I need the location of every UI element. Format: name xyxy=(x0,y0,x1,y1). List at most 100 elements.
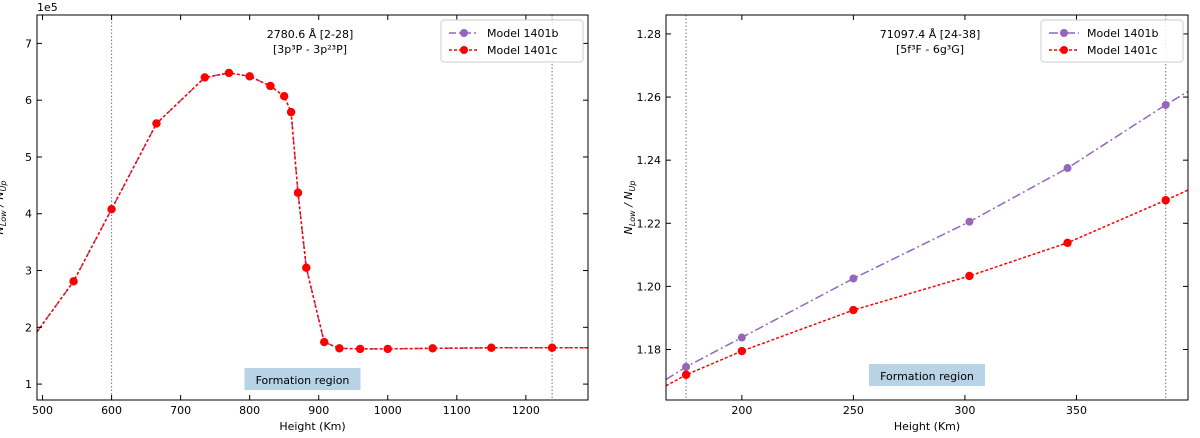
series-model-1401b xyxy=(37,68,588,353)
x-tick-label: 800 xyxy=(239,404,260,417)
x-tick-label: 1100 xyxy=(443,404,471,417)
legend-frame xyxy=(440,19,584,63)
y-tick-label: 2 xyxy=(25,321,32,334)
data-point xyxy=(293,188,303,197)
x-tick-label: 350 xyxy=(1066,404,1087,417)
x-tick-label: 500 xyxy=(32,404,53,417)
x-axis-label: Height (Km) xyxy=(894,420,960,433)
line-annotation-wavelength: 2780.6 Å [2-28] xyxy=(267,28,354,41)
legend-label: Model 1401c xyxy=(487,44,558,57)
x-tick-label: 250 xyxy=(843,404,864,417)
x-tick-label: 700 xyxy=(170,404,191,417)
series-model-1401c xyxy=(37,68,588,354)
y-tick-label: 1.24 xyxy=(637,154,662,167)
legend: Model 1401b Model 1401c xyxy=(1040,19,1184,63)
data-point xyxy=(1063,238,1072,248)
y-axis-label-subscript: Low xyxy=(628,210,637,226)
y-axis-label-subscript: Up xyxy=(0,180,8,191)
data-point xyxy=(1063,164,1072,173)
data-point xyxy=(965,217,974,226)
data-point xyxy=(849,274,858,283)
y-axis-label-part: N xyxy=(622,226,635,234)
y-tick-label: 1.20 xyxy=(637,280,662,293)
data-point xyxy=(69,277,78,286)
series-line xyxy=(666,189,1188,387)
data-point xyxy=(428,344,437,353)
series-line xyxy=(666,90,1188,381)
data-point xyxy=(335,344,344,353)
data-point xyxy=(320,337,329,347)
chart-panel-2: Formation region 200 250 300 350 1.18 1.20 1.22… xyxy=(622,14,1189,433)
x-tick-label: 900 xyxy=(308,404,329,417)
legend-label: Model 1401c xyxy=(1087,44,1158,57)
data-point xyxy=(107,205,116,214)
legend-marker xyxy=(1060,46,1068,54)
data-point xyxy=(737,346,747,356)
y-axis-label-part: N xyxy=(0,226,6,234)
formation-region-label: Formation region xyxy=(256,374,350,387)
x-tick-label: 1200 xyxy=(512,404,540,417)
data-point xyxy=(152,119,161,128)
y-tick-label: 3 xyxy=(25,265,32,278)
legend-marker xyxy=(1060,29,1068,37)
series-line xyxy=(37,72,588,350)
line-annotation-transition: [3p³P - 3p²³P] xyxy=(273,43,347,56)
data-point xyxy=(200,73,209,82)
x-tick-label: 200 xyxy=(731,404,752,417)
y-tick-label: 1.28 xyxy=(637,28,662,41)
y-tick-label: 1.22 xyxy=(637,217,662,230)
x-axis-label: Height (Km) xyxy=(279,420,345,433)
axis-offset-label: 1e5 xyxy=(37,1,58,14)
y-tick-label: 1 xyxy=(25,378,32,391)
y-tick-label: 1.26 xyxy=(637,91,662,104)
legend-label: Model 1401b xyxy=(487,27,559,40)
data-point xyxy=(355,344,365,354)
data-point xyxy=(965,271,974,281)
data-point xyxy=(1161,196,1170,205)
data-point xyxy=(849,305,858,315)
x-tick-label: 1000 xyxy=(374,404,402,417)
y-axis-label: NLow / NUp xyxy=(0,180,8,234)
data-point xyxy=(1161,100,1170,109)
x-tick-label: 600 xyxy=(101,404,122,417)
y-tick-label: 1.18 xyxy=(637,344,662,357)
data-point xyxy=(302,263,311,272)
legend: Model 1401b Model 1401c xyxy=(440,19,584,63)
y-axis-label-part: / N xyxy=(0,191,6,210)
legend-label: Model 1401b xyxy=(1087,27,1159,40)
legend-frame xyxy=(1040,19,1184,63)
x-tick-label: 300 xyxy=(954,404,975,417)
y-tick-label: 5 xyxy=(25,151,32,164)
y-axis-label-subscript: Up xyxy=(628,180,637,191)
y-axis-label-part: / N xyxy=(622,191,635,210)
series-line xyxy=(37,72,588,350)
data-point xyxy=(682,362,691,371)
line-annotation-wavelength: 71097.4 Å [24-38] xyxy=(880,28,981,41)
data-point xyxy=(279,92,289,101)
axes-frame xyxy=(665,14,1189,401)
data-point xyxy=(245,72,254,81)
formation-region-box xyxy=(869,364,985,386)
series-model-1401b xyxy=(666,90,1188,381)
data-point xyxy=(286,107,296,117)
data-point xyxy=(383,344,392,354)
legend-marker xyxy=(460,29,468,37)
axes-frame xyxy=(36,14,589,401)
data-point xyxy=(224,68,234,78)
y-tick-label: 6 xyxy=(25,94,32,107)
y-axis-label: NLow / NUp xyxy=(622,180,637,234)
data-point xyxy=(737,333,746,342)
data-point xyxy=(266,81,275,91)
series-model-1401c xyxy=(666,189,1188,387)
data-point xyxy=(681,370,691,379)
legend-marker xyxy=(460,46,468,54)
data-point xyxy=(487,343,496,352)
y-tick-label: 4 xyxy=(25,208,32,221)
chart-panel-1: Formation region 500 600 700 800 900 1000 1100 1… xyxy=(0,1,589,433)
y-tick-label: 7 xyxy=(25,37,32,50)
data-point xyxy=(547,343,557,352)
formation-region-label: Formation region xyxy=(880,370,974,383)
y-axis-label-subscript: Low xyxy=(0,210,8,226)
formation-region-box xyxy=(244,368,361,390)
